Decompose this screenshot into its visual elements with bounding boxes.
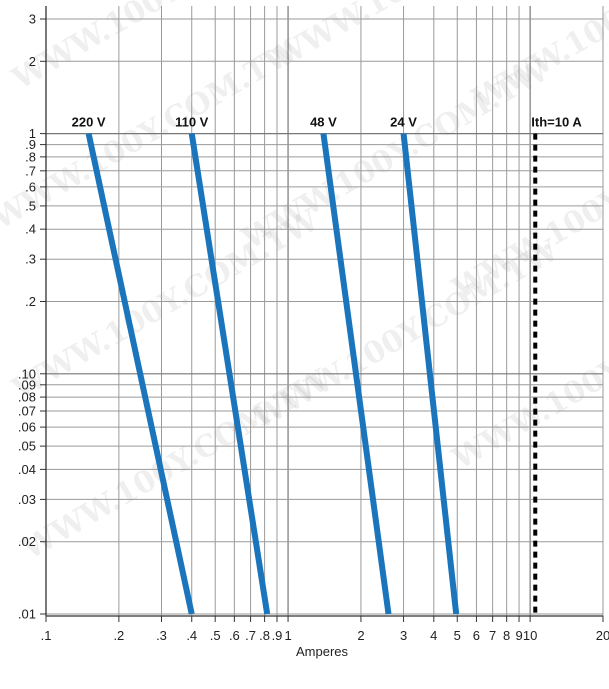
y-tick-label: .3 xyxy=(25,252,36,267)
y-tick-label: .02 xyxy=(18,534,36,549)
series-labels: 220 V 110 V 48 V 24 V Ith=10 A xyxy=(72,115,583,130)
series-layer xyxy=(85,132,538,615)
series-line xyxy=(320,133,392,615)
y-tick-label: .5 xyxy=(25,198,36,213)
x-tick-label: .2 xyxy=(113,628,124,643)
x-tick-label: .8 xyxy=(259,628,270,643)
series-label: 110 V xyxy=(175,115,209,130)
y-tick-label: .01 xyxy=(18,607,36,622)
x-axis-label: Amperes xyxy=(296,644,349,659)
y-tick-label: .06 xyxy=(18,420,36,435)
x-tick-label: .9 xyxy=(272,628,283,643)
y-tick-label: .8 xyxy=(25,149,36,164)
y-tick-label: .6 xyxy=(25,179,36,194)
x-tick-label: .4 xyxy=(186,628,197,643)
y-tick-label: 1 xyxy=(29,126,36,141)
y-tick-label: .4 xyxy=(25,222,36,237)
x-tick-label: 9 xyxy=(515,628,522,643)
reference-label: Ith=10 A xyxy=(531,115,582,130)
x-tick-label: 2 xyxy=(357,628,364,643)
y-tick-label: .05 xyxy=(18,439,36,454)
series-line xyxy=(85,132,195,615)
y-tick-label: .7 xyxy=(25,163,36,178)
x-tick-label: .7 xyxy=(245,628,256,643)
x-tick-label: .6 xyxy=(229,628,240,643)
x-tick-label: 20 xyxy=(596,628,609,643)
y-tick-label: .07 xyxy=(18,404,36,419)
y-tick-label: .09 xyxy=(18,377,36,392)
y-tick-label: .2 xyxy=(25,294,36,309)
y-tick-label: 2 xyxy=(29,54,36,69)
series-label: 48 V xyxy=(310,115,337,130)
watermark-layer: WWW.100Y.COM.TWWWW.100Y.COM.TWWWW.100Y.C… xyxy=(0,0,609,567)
x-tick-label: 8 xyxy=(503,628,510,643)
x-tick-label: 4 xyxy=(430,628,437,643)
series-line xyxy=(188,133,271,615)
y-tick-label: 3 xyxy=(29,12,36,27)
y-tick-label: .9 xyxy=(25,137,36,152)
x-tick-label: .1 xyxy=(41,628,52,643)
x-tick-label: 5 xyxy=(454,628,461,643)
watermark-text: WWW.100Y.COM.TW xyxy=(6,202,326,407)
y-tick-label: .08 xyxy=(18,390,36,405)
x-tick-label: .3 xyxy=(156,628,167,643)
x-tick-label: 7 xyxy=(489,628,496,643)
x-tick-label: .5 xyxy=(210,628,221,643)
series-line xyxy=(400,133,460,615)
x-axis-ticks: .1 .2 .3 .4 .5 .6 .7.8.9 1 2 3 4 5 6 7 8 9 10 20 xyxy=(41,616,609,643)
y-tick-label: .10 xyxy=(18,366,36,381)
series-label: 24 V xyxy=(390,115,417,130)
x-tick-label: 3 xyxy=(400,628,407,643)
x-tick-label: 1 xyxy=(284,628,291,643)
y-tick-label: .04 xyxy=(18,462,36,477)
x-tick-label: 10 xyxy=(523,628,537,643)
series-label: 220 V xyxy=(72,115,106,130)
x-tick-label: 6 xyxy=(473,628,480,643)
y-tick-label: .03 xyxy=(18,492,36,507)
y-axis-ticks: 3 2 1.9.8.7.6 .5 .4 .3 .2 .10.09.08.07.06 .05 .04… xyxy=(18,12,46,622)
